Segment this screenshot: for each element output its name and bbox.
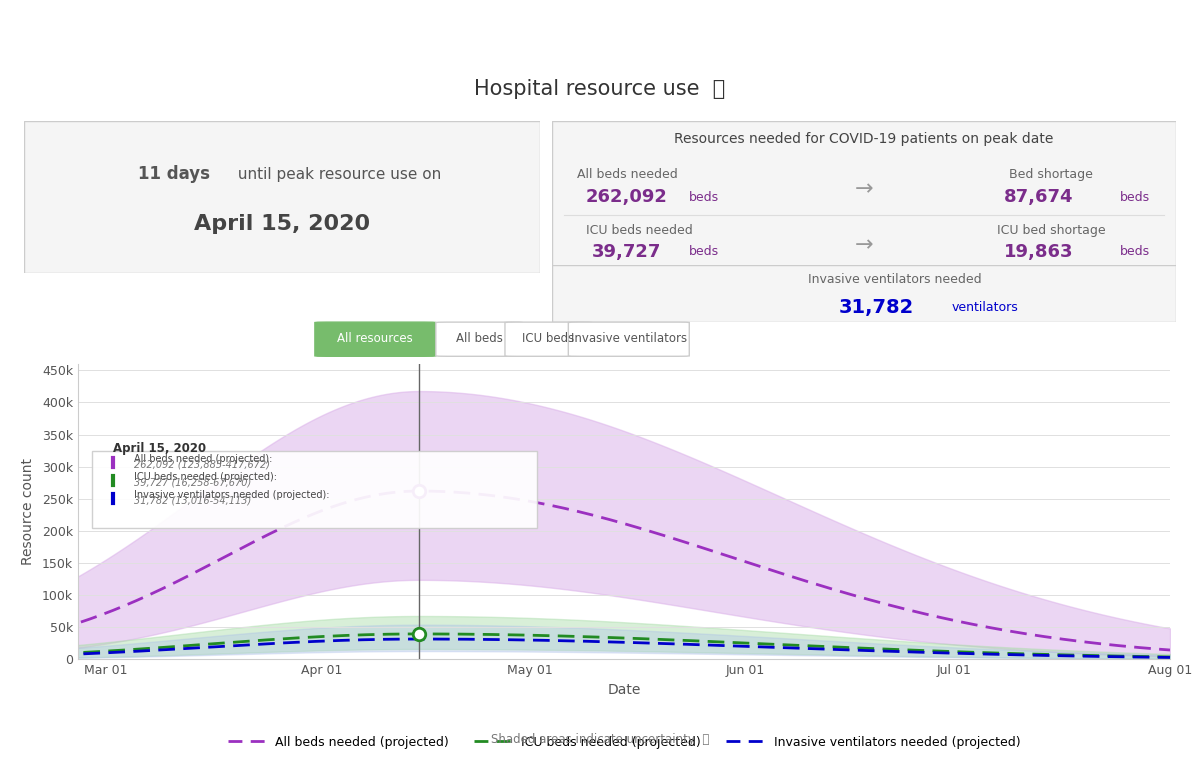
Text: ICU beds needed: ICU beds needed xyxy=(586,224,692,237)
Text: 39,727: 39,727 xyxy=(592,243,661,261)
FancyBboxPatch shape xyxy=(314,322,436,356)
Text: April 15, 2020: April 15, 2020 xyxy=(194,215,370,234)
FancyBboxPatch shape xyxy=(505,322,592,356)
Text: beds: beds xyxy=(1120,190,1150,204)
Text: ICU beds needed (projected):: ICU beds needed (projected): xyxy=(133,472,277,482)
Text: 31,782: 31,782 xyxy=(839,299,914,318)
FancyBboxPatch shape xyxy=(552,121,1176,273)
X-axis label: Date: Date xyxy=(607,683,641,697)
FancyBboxPatch shape xyxy=(436,322,522,356)
Text: beds: beds xyxy=(689,190,720,204)
Text: All beds: All beds xyxy=(456,332,503,345)
Text: →: → xyxy=(854,180,874,199)
Text: Hospital resource use  ⓘ: Hospital resource use ⓘ xyxy=(474,79,726,99)
Text: All beds needed: All beds needed xyxy=(576,168,677,181)
Text: April 15, 2020: April 15, 2020 xyxy=(113,442,206,455)
Text: Invasive ventilators needed: Invasive ventilators needed xyxy=(809,273,982,286)
Text: Resources needed for COVID-19 patients on peak date: Resources needed for COVID-19 patients o… xyxy=(674,133,1054,146)
Text: 39,727 (16,258-67,670): 39,727 (16,258-67,670) xyxy=(133,478,251,488)
Text: 262,092 (123,885-417,672): 262,092 (123,885-417,672) xyxy=(133,460,270,470)
Text: 19,863: 19,863 xyxy=(1004,243,1074,261)
Text: Invasive ventilators: Invasive ventilators xyxy=(571,332,686,345)
Text: 262,092: 262,092 xyxy=(586,188,668,206)
Text: All resources: All resources xyxy=(337,332,413,345)
Text: ICU beds: ICU beds xyxy=(522,332,575,345)
Text: →: → xyxy=(854,236,874,255)
FancyBboxPatch shape xyxy=(552,265,1176,322)
FancyBboxPatch shape xyxy=(569,322,689,356)
Text: ICU bed shortage: ICU bed shortage xyxy=(997,224,1105,237)
Text: beds: beds xyxy=(1120,245,1150,258)
Text: Invasive ventilators needed (projected):: Invasive ventilators needed (projected): xyxy=(133,490,329,500)
Text: 11 days: 11 days xyxy=(138,165,210,183)
Text: All beds needed (projected):: All beds needed (projected): xyxy=(133,454,272,464)
FancyBboxPatch shape xyxy=(92,450,538,528)
Text: beds: beds xyxy=(689,245,720,258)
Y-axis label: Resource count: Resource count xyxy=(22,458,35,565)
Text: Bed shortage: Bed shortage xyxy=(1009,168,1093,181)
Text: 31,782 (13,016-54,113): 31,782 (13,016-54,113) xyxy=(133,496,251,506)
FancyBboxPatch shape xyxy=(24,121,540,273)
Text: until peak resource use on: until peak resource use on xyxy=(233,167,442,182)
Text: United States of America ∨: United States of America ∨ xyxy=(449,24,751,45)
Text: Shaded areas indicate uncertainty  ⓘ: Shaded areas indicate uncertainty ⓘ xyxy=(491,732,709,746)
Text: 87,674: 87,674 xyxy=(1004,188,1074,206)
Legend: All beds needed (projected), ICU beds needed (projected), Invasive ventilators n: All beds needed (projected), ICU beds ne… xyxy=(223,731,1025,753)
Text: ventilators: ventilators xyxy=(952,302,1018,315)
